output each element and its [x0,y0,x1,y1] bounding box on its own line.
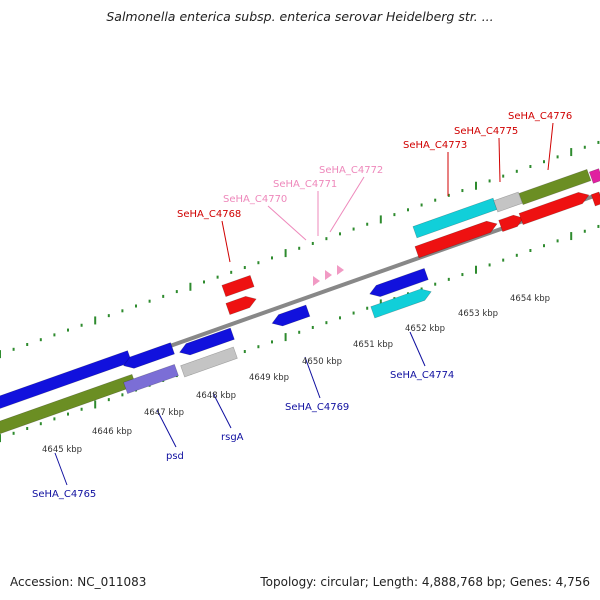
gene-sea-c4774 [370,288,432,319]
gene-label-leader [498,137,501,183]
gene-rsga [180,346,238,378]
gene-shape [180,346,238,378]
gene-shape [518,168,592,206]
gene-blue-b [179,327,235,356]
gene-shape [179,327,235,356]
gene-sea-c4776-olive [518,168,592,206]
gene-label-leader [54,452,68,486]
gene-shape [498,214,524,233]
pink-gene-marker [313,276,320,286]
gene-label: SeHA_C4771 [273,179,337,190]
gene-shape [369,267,429,297]
gene-label-leader [409,331,426,367]
kbp-label: 4654 kbp [510,294,550,304]
gene-label: SeHA_C4773 [403,140,467,151]
gene-label-leader [329,176,365,233]
gene-sea-c4768-b [225,296,257,316]
pink-gene-marker [337,265,344,275]
gene-label-leader [156,409,177,448]
gene-label: SeHA_C4772 [319,165,383,176]
gene-sea-c4773 [414,220,498,259]
gene-label: SeHA_C4765 [32,489,96,500]
gene-label: SeHA_C4774 [390,370,454,381]
kbp-label: 4647 kbp [144,408,184,418]
gene-psd [123,363,179,395]
kbp-label: 4650 kbp [302,357,342,367]
gene-shape [590,191,600,207]
gene-label: psd [166,451,184,462]
gene-red-edge [590,191,600,207]
gene-sea-c4774-blue [369,267,429,297]
gene-sea-c4775 [498,214,524,233]
gene-shape [493,191,523,213]
gene-sea-c4768-a [221,274,255,298]
gene-shape [588,168,600,184]
gene-label-leader [212,392,232,429]
gene-gray-c [493,191,523,213]
pink-gene-marker [325,270,332,280]
gene-label-leader [304,356,321,399]
gene-label: SeHA_C4769 [285,402,349,413]
kbp-label: 4648 kbp [196,391,236,401]
gene-label-leader [267,205,307,241]
gene-shape [414,220,498,259]
gene-shape [122,342,175,369]
kbp-label: 4651 kbp [353,340,393,350]
gene-label: SeHA_C4770 [223,194,287,205]
gene-magenta [588,168,600,184]
kbp-label: 4652 kbp [405,324,445,334]
gene-shape [370,288,432,319]
map-title: Salmonella enterica subsp. enterica sero… [106,9,494,24]
kbp-label: 4646 kbp [92,427,132,437]
gene-shape [271,304,311,327]
topology-text: Topology: circular; Length: 4,888,768 bp… [260,575,590,589]
gene-label: SeHA_C4775 [454,126,518,137]
accession-text: Accession: NC_011083 [10,575,147,589]
gene-blue-a [122,342,175,369]
gene-label-leader [547,122,554,171]
upper-ruler-ticks [0,140,600,359]
gene-shape [221,274,255,298]
gene-sea-c4769 [271,304,311,327]
gene-label: rsgA [221,432,244,443]
gene-shape [518,192,590,226]
gene-label: SeHA_C4768 [177,209,241,220]
gene-label: SeHA_C4776 [508,111,572,122]
kbp-label: 4645 kbp [42,445,82,455]
gene-shape [123,363,179,395]
gene-label-leader [221,220,231,263]
gene-shape [225,296,257,316]
kbp-label: 4649 kbp [249,373,289,383]
gene-sea-c4776 [518,192,590,226]
kbp-label: 4653 kbp [458,309,498,319]
